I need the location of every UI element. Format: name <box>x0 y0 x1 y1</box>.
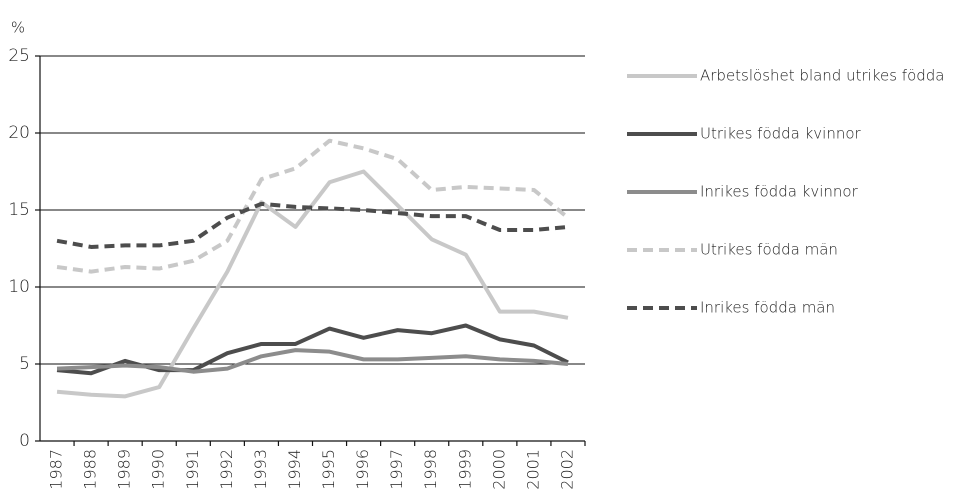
legend-label: Arbetslöshet bland utrikes födda <box>700 67 944 85</box>
x-tick-label: 1995 <box>319 449 338 490</box>
x-tick-label: 1991 <box>183 449 202 490</box>
x-tick-label: 2000 <box>489 449 508 490</box>
y-tick-label: 0 <box>19 431 30 451</box>
x-tick-label: 1997 <box>387 449 406 490</box>
x-tick-label: 1993 <box>251 449 270 490</box>
series-line <box>56 201 569 249</box>
x-tick-label: 1988 <box>81 449 100 490</box>
legend-label: Utrikes födda kvinnor <box>700 125 862 143</box>
series-line <box>56 348 569 374</box>
y-tick-label: 15 <box>8 200 30 220</box>
x-tick-label: 1990 <box>149 449 168 490</box>
y-tick-label: 10 <box>8 277 30 297</box>
legend-label: Inrikes födda män <box>700 299 835 317</box>
legend-label: Inrikes födda kvinnor <box>700 183 859 201</box>
x-tick-label: 1989 <box>115 449 134 490</box>
series-line <box>56 138 570 274</box>
legend-label: Utrikes födda män <box>700 241 838 259</box>
x-tick-label: 1992 <box>217 449 236 490</box>
series-line <box>56 169 569 399</box>
x-tick-label: 1999 <box>455 449 474 490</box>
y-axis-label: % <box>11 19 25 37</box>
y-tick-label: 20 <box>8 123 30 143</box>
x-tick-label: 1987 <box>47 449 66 490</box>
x-tick-label: 2002 <box>557 449 576 490</box>
x-tick-label: 1996 <box>353 449 372 490</box>
x-tick-label: 1998 <box>421 449 440 490</box>
x-tick-label: 1994 <box>285 449 304 490</box>
x-tick-label: 2001 <box>523 449 542 490</box>
y-tick-label: 25 <box>8 46 30 66</box>
y-tick-label: 5 <box>19 354 30 374</box>
